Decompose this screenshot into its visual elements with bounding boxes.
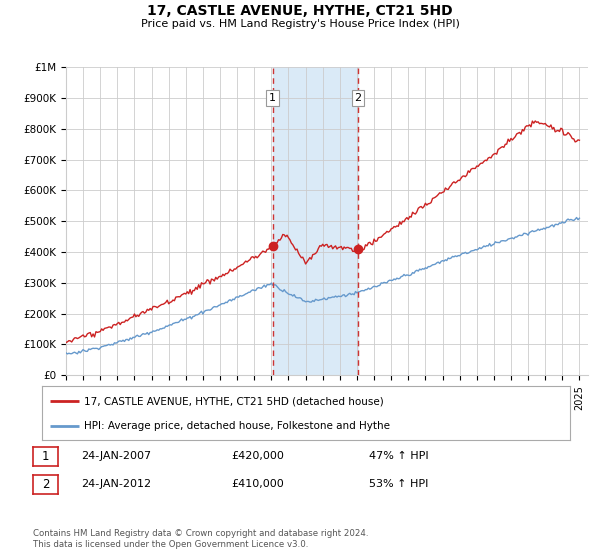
Text: Price paid vs. HM Land Registry's House Price Index (HPI): Price paid vs. HM Land Registry's House … — [140, 19, 460, 29]
Text: 24-JAN-2007: 24-JAN-2007 — [81, 451, 151, 461]
Text: 1: 1 — [269, 93, 276, 103]
Bar — [272, 67, 358, 375]
Text: £420,000: £420,000 — [231, 451, 284, 461]
Text: HPI: Average price, detached house, Folkestone and Hythe: HPI: Average price, detached house, Folk… — [84, 421, 390, 431]
Text: 2: 2 — [355, 93, 362, 103]
Text: £410,000: £410,000 — [231, 479, 284, 489]
Text: 1: 1 — [42, 450, 49, 463]
Text: 17, CASTLE AVENUE, HYTHE, CT21 5HD: 17, CASTLE AVENUE, HYTHE, CT21 5HD — [147, 4, 453, 18]
Text: 47% ↑ HPI: 47% ↑ HPI — [369, 451, 428, 461]
Text: Contains HM Land Registry data © Crown copyright and database right 2024.
This d: Contains HM Land Registry data © Crown c… — [33, 529, 368, 549]
Text: 53% ↑ HPI: 53% ↑ HPI — [369, 479, 428, 489]
Text: 2: 2 — [42, 478, 49, 491]
Text: 17, CASTLE AVENUE, HYTHE, CT21 5HD (detached house): 17, CASTLE AVENUE, HYTHE, CT21 5HD (deta… — [84, 396, 384, 407]
Text: 24-JAN-2012: 24-JAN-2012 — [81, 479, 151, 489]
